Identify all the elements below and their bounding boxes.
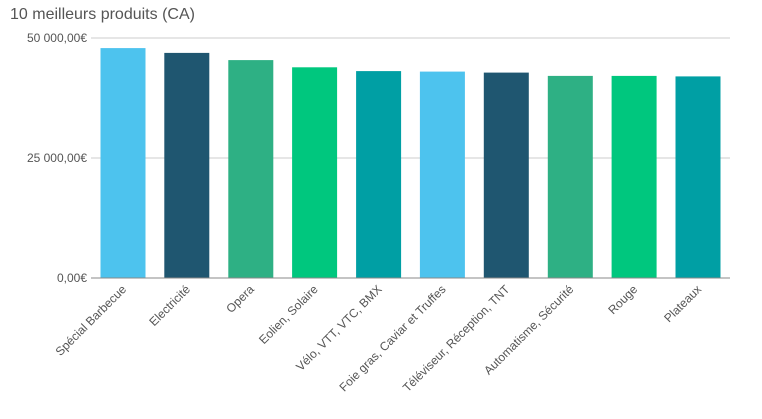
- bar[interactable]: [419, 71, 465, 278]
- x-category-label: Opera: [223, 282, 257, 316]
- bar[interactable]: [483, 72, 529, 278]
- x-axis-labels: Spécial Barbecue Electricité Opera Eolien, …: [53, 282, 705, 395]
- y-tick-label: 50 000,00€: [27, 31, 87, 45]
- y-axis-ticks: 0,00€ 25 000,00€ 50 000,00€: [27, 31, 87, 285]
- bar[interactable]: [292, 67, 338, 278]
- x-category-label: Plateaux: [661, 282, 704, 325]
- x-category-label: Rouge: [605, 282, 640, 317]
- chart-title: 10 meilleurs produits (CA): [10, 6, 195, 23]
- y-tick-label: 25 000,00€: [27, 151, 87, 165]
- bar[interactable]: [547, 75, 593, 279]
- x-category-label: Electricité: [146, 282, 193, 329]
- bars: [100, 48, 721, 279]
- bar[interactable]: [164, 52, 210, 279]
- x-category-label: Téléviseur, Réception, TNT: [400, 282, 513, 395]
- bar[interactable]: [675, 76, 721, 279]
- x-category-label: Eolien, Solaire: [256, 282, 321, 347]
- bar[interactable]: [356, 71, 402, 278]
- bar[interactable]: [228, 60, 274, 278]
- y-tick-label: 0,00€: [57, 271, 87, 285]
- bar[interactable]: [100, 48, 146, 278]
- bar[interactable]: [611, 75, 657, 279]
- x-category-label: Spécial Barbecue: [53, 282, 130, 359]
- x-category-label: Foie gras, Caviar et Truffes: [336, 282, 448, 394]
